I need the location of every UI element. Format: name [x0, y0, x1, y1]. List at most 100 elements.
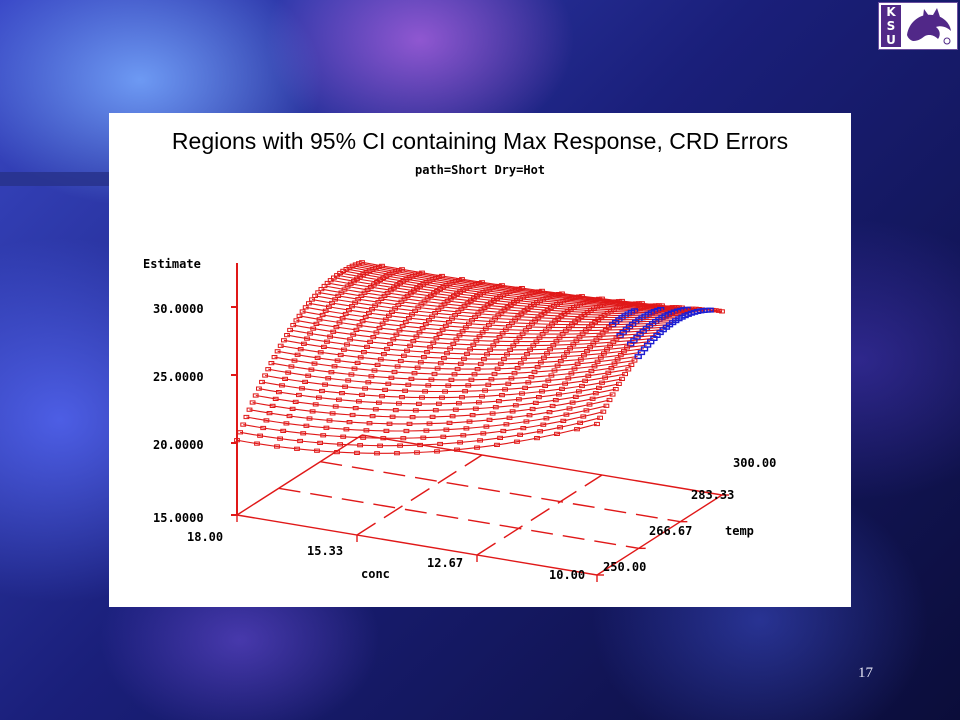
logo-letter-s: S	[886, 19, 896, 33]
surface-marker	[415, 305, 422, 310]
surface-marker	[566, 406, 573, 411]
surface-marker	[317, 350, 324, 355]
surface-marker	[424, 350, 430, 355]
surface-marker	[518, 311, 525, 316]
surface-marker	[601, 351, 607, 356]
surface-marker	[357, 355, 364, 360]
surface-marker	[481, 305, 488, 311]
z-tick-label: 30.0000	[153, 302, 204, 316]
surface-marker	[486, 417, 493, 422]
surface-marker	[371, 282, 377, 287]
surface-marker	[268, 361, 275, 366]
surface-marker	[438, 304, 445, 309]
surface-marker	[464, 351, 470, 357]
surface-marker	[328, 370, 335, 375]
surface-marker	[302, 305, 309, 310]
surface-marker	[507, 302, 514, 307]
surface-marker	[257, 433, 263, 438]
surface-marker	[297, 438, 303, 444]
surface-marker	[578, 314, 585, 319]
surface-marker	[452, 407, 459, 412]
surface-marker	[384, 346, 390, 352]
surface-marker	[376, 325, 383, 331]
surface-marker	[442, 323, 449, 329]
surface-marker	[243, 414, 250, 420]
surface-marker	[456, 401, 462, 406]
surface-marker	[289, 406, 296, 411]
surface-marker	[500, 428, 507, 434]
surface-marker	[294, 352, 301, 357]
surface-marker	[361, 350, 367, 355]
surface-marker	[529, 406, 536, 412]
surface-marker	[502, 327, 509, 332]
surface-marker	[549, 322, 555, 327]
surface-marker	[576, 389, 582, 394]
surface-marker	[462, 389, 469, 394]
surface-marker	[386, 421, 393, 426]
surface-marker	[423, 428, 430, 433]
surface-curve	[268, 368, 629, 387]
surface-curve	[286, 334, 648, 355]
surface-marker	[431, 371, 438, 377]
surface-marker	[467, 347, 474, 352]
surface-marker	[370, 335, 377, 340]
surface-marker	[597, 415, 604, 420]
surface-marker	[362, 386, 368, 391]
surface-marker	[391, 285, 397, 290]
surface-marker	[354, 360, 361, 366]
surface-marker	[490, 343, 497, 348]
surface-marker	[528, 375, 535, 380]
surface-marker	[377, 443, 384, 448]
surface-marker	[477, 438, 484, 443]
surface-marker	[271, 355, 278, 360]
surface-curve	[240, 417, 601, 447]
surface-curve	[352, 265, 713, 311]
surface-marker	[286, 413, 293, 419]
surface-marker	[437, 286, 444, 292]
surface-marker	[418, 302, 425, 307]
surface-marker	[376, 400, 382, 405]
surface-marker	[509, 320, 515, 325]
floor-edge	[236, 434, 363, 516]
surface-curve	[255, 388, 616, 411]
logo-letters: K S U	[881, 5, 901, 47]
surface-marker	[534, 436, 540, 441]
surface-plot: Regions with 95% CI containing Max Respo…	[143, 128, 788, 582]
surface-marker	[509, 409, 516, 414]
surface-marker	[411, 288, 417, 293]
surface-marker	[573, 338, 580, 343]
surface-marker	[360, 435, 367, 440]
surface-marker	[338, 290, 345, 295]
surface-marker	[590, 341, 597, 346]
floor-edge	[596, 494, 723, 576]
surface-marker	[474, 367, 481, 372]
surface-marker	[458, 306, 465, 311]
surface-marker	[586, 402, 593, 407]
surface-marker	[582, 378, 589, 383]
surface-marker	[407, 343, 414, 348]
surface-marker	[337, 270, 343, 276]
surface-marker	[325, 376, 332, 381]
surface-curve	[296, 319, 657, 343]
surface-curve	[318, 291, 679, 321]
surface-marker	[316, 317, 323, 322]
surface-marker	[516, 335, 523, 340]
surface-marker	[279, 383, 285, 388]
surface-marker	[414, 286, 420, 291]
surface-marker	[587, 345, 594, 350]
surface-marker	[475, 311, 482, 316]
surface-marker	[399, 395, 405, 400]
surface-marker	[496, 335, 503, 340]
surface-marker	[532, 400, 539, 405]
surface-marker	[334, 358, 341, 363]
surface-marker	[293, 318, 300, 323]
surface-curve	[261, 378, 623, 399]
ci-region-marker	[627, 341, 635, 347]
surface-marker	[367, 339, 374, 345]
surface-marker	[517, 361, 524, 366]
surface-marker	[426, 421, 433, 426]
surface-marker	[297, 347, 304, 352]
surface-marker	[377, 357, 384, 362]
surface-marker	[259, 379, 265, 385]
surface-marker	[265, 367, 272, 372]
